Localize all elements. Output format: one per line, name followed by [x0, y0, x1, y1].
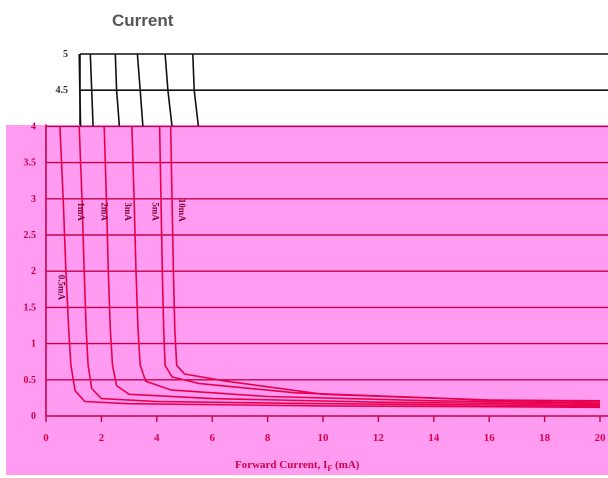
series-line-2mA	[103, 126, 601, 406]
x-tick-label: 10	[318, 432, 330, 444]
x-tick-label: 0	[43, 432, 49, 444]
y-tick-label: 0.5	[24, 375, 37, 386]
series-line-3mA	[131, 126, 601, 404]
series-labels: 0.5mA 1mA 2mA 3mA 5mA 10mA	[56, 199, 186, 301]
y-tick-label: 1	[31, 339, 36, 350]
chart-title: Current	[112, 11, 174, 30]
y-tick-label: 3.5	[24, 158, 37, 169]
top-curve-segment	[78, 53, 82, 127]
x-tick-label: 18	[539, 432, 551, 444]
plot-background	[6, 125, 608, 475]
x-axis-label: Forward Current, IF (mA)	[235, 459, 360, 473]
y-tick-label: 1.5	[24, 302, 37, 313]
top-grid: 4.55	[56, 49, 608, 127]
x-tick-label: 14	[428, 432, 440, 444]
series-label-3mA: 3mA	[123, 202, 133, 221]
series-label-1mA: 1mA	[76, 202, 86, 221]
y-tick-label: 2	[31, 266, 36, 277]
x-tick-label: 20	[595, 432, 607, 444]
y-axis-ticks: 0 0.5 1 1.5 2 2.5 3 3.5 4	[24, 121, 37, 422]
y-tick-label: 4.5	[56, 85, 69, 96]
series-label-5mA: 5mA	[151, 202, 161, 221]
top-curve-segment	[164, 53, 173, 127]
x-tick-label: 8	[265, 432, 271, 444]
series-line-1mA	[78, 126, 601, 407]
y-tick-label: 3	[31, 194, 36, 205]
top-curve-segment	[114, 53, 121, 127]
y-tick-label: 5	[63, 49, 68, 60]
top-curve-segment	[192, 53, 200, 127]
series-label-0.5mA: 0.5mA	[56, 275, 66, 301]
y-tick-label: 0	[31, 411, 36, 422]
series-line-0.5mA	[59, 126, 601, 409]
y-tick-label: 4	[31, 121, 36, 132]
series-label-10mA: 10mA	[177, 199, 187, 222]
x-tick-label: 12	[373, 432, 385, 444]
y-tick-label: 2.5	[24, 230, 37, 241]
x-axis-ticks: 0 2 4 6 8 10 12 14 16 18 20	[43, 416, 606, 444]
top-curve-segment	[89, 53, 94, 127]
x-tick-label: 2	[99, 432, 105, 444]
x-tick-label: 16	[484, 432, 496, 444]
series-group	[59, 126, 601, 409]
x-tick-label: 6	[209, 432, 215, 444]
x-tick-label: 4	[154, 432, 160, 444]
series-line-10mA	[169, 126, 601, 402]
series-label-2mA: 2mA	[99, 202, 109, 221]
top-curve-segment	[136, 53, 144, 127]
